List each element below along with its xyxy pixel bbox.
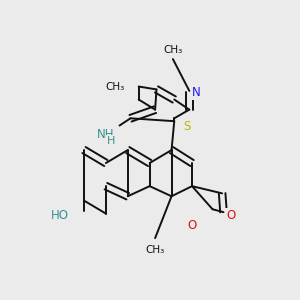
Text: N: N xyxy=(192,86,201,99)
Text: NH: NH xyxy=(97,128,114,141)
Text: CH₃: CH₃ xyxy=(163,45,182,55)
Text: CH₃: CH₃ xyxy=(106,82,125,92)
Text: S: S xyxy=(183,121,190,134)
Text: H: H xyxy=(107,136,116,146)
Text: CH₃: CH₃ xyxy=(146,245,165,255)
Text: O: O xyxy=(226,208,236,221)
Text: HO: HO xyxy=(51,208,69,221)
Text: O: O xyxy=(188,219,197,232)
